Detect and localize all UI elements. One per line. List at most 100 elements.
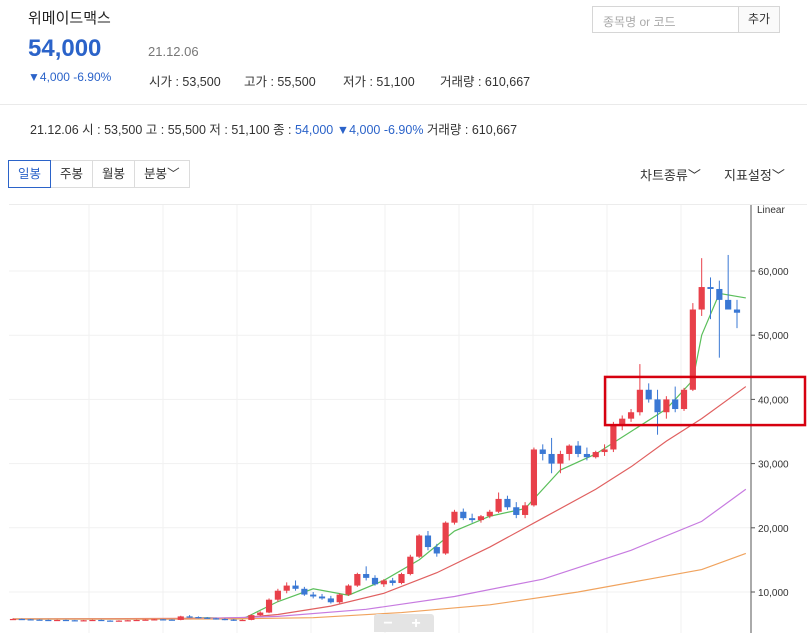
zoom-in-button[interactable]: + xyxy=(411,615,421,632)
candle-body xyxy=(733,309,741,313)
y-tick-label: 50,000 xyxy=(758,331,789,342)
candle-body xyxy=(310,594,317,597)
chart-type-menu[interactable]: 차트종류﹀ xyxy=(640,168,701,183)
candle-body xyxy=(530,449,538,506)
price-date: 21.12.06 xyxy=(148,44,199,59)
candle-body xyxy=(424,535,432,548)
candle-body xyxy=(336,594,343,603)
candle-body xyxy=(548,453,555,464)
period-tabs: 일봉 주봉 월봉 분봉﹀ xyxy=(8,160,190,188)
candle-body xyxy=(71,620,78,622)
candle-body xyxy=(601,449,608,453)
zoom-control: − + xyxy=(374,614,434,632)
candle-body xyxy=(327,598,334,603)
candle-body xyxy=(574,445,582,454)
divider xyxy=(0,104,807,105)
candle-body xyxy=(619,418,626,426)
candle-body xyxy=(283,585,290,591)
moving-average-line xyxy=(13,488,747,620)
candle-body xyxy=(248,615,255,620)
candle-body xyxy=(672,399,679,410)
candle-body xyxy=(133,619,140,622)
candle-body xyxy=(407,556,414,575)
candle-body xyxy=(177,616,184,620)
down-arrow-icon: ▼ xyxy=(28,70,40,84)
current-price: 54,000 xyxy=(28,35,102,62)
candle-body xyxy=(318,596,326,599)
candle-body xyxy=(698,287,705,310)
candle-body xyxy=(380,580,387,585)
add-button[interactable]: 추가 xyxy=(738,6,780,33)
candle-body xyxy=(433,547,440,554)
candle-body xyxy=(292,585,299,589)
candle-body xyxy=(363,574,370,578)
search-input[interactable]: 종목명 or 코드 xyxy=(592,6,739,33)
stock-name: 위메이드맥스 xyxy=(28,10,111,27)
candle-body xyxy=(654,399,661,413)
candle-body xyxy=(80,620,87,622)
change-value: 4,000 xyxy=(39,70,70,84)
ohlc-summary: 21.12.06 시 : 53,500 고 : 55,500 저 : 51,10… xyxy=(30,123,518,137)
candle-body xyxy=(45,619,52,622)
candle-body xyxy=(36,619,43,621)
candle-body xyxy=(460,511,467,519)
candle-body xyxy=(557,453,564,464)
candle-body xyxy=(371,577,379,585)
candle-body xyxy=(398,574,405,584)
tab-daily[interactable]: 일봉 xyxy=(8,160,52,188)
candle-body xyxy=(124,620,131,622)
candle-body xyxy=(636,389,643,413)
candle-body xyxy=(230,619,237,621)
candle-body xyxy=(707,287,714,289)
candle-body xyxy=(221,618,228,621)
price-chart[interactable]: Linear 60,000 50,000 40,000 30,000 20,000 10,0… xyxy=(9,204,807,633)
candle-body xyxy=(265,599,273,613)
candle-body xyxy=(89,619,96,622)
candle-body xyxy=(583,453,590,458)
candle-body xyxy=(469,518,476,521)
candlestick-chart[interactable]: Linear 60,000 50,000 40,000 30,000 20,000 10,0… xyxy=(9,205,807,633)
candle-body xyxy=(495,498,502,512)
low-stat: 저가 : 51,100 xyxy=(343,75,415,89)
candle-body xyxy=(663,399,670,413)
candle-body xyxy=(442,522,449,554)
y-tick-label: 60,000 xyxy=(758,267,789,278)
candle-body xyxy=(389,580,396,584)
candle-body xyxy=(54,619,61,622)
candle-body xyxy=(451,511,458,523)
candle-body xyxy=(416,535,423,557)
candle-body xyxy=(522,505,529,515)
tab-monthly[interactable]: 월봉 xyxy=(92,160,136,188)
open-stat: 시가 : 53,500 xyxy=(149,75,221,89)
zoom-out-button[interactable]: − xyxy=(383,615,393,632)
y-tick-label: 10,000 xyxy=(758,588,789,599)
indicator-settings-menu[interactable]: 지표설정﹀ xyxy=(724,168,785,183)
candle-body xyxy=(18,618,25,621)
tab-weekly[interactable]: 주봉 xyxy=(50,160,94,188)
highlight-box xyxy=(603,375,807,427)
y-tick-label: 40,000 xyxy=(758,395,789,406)
candle-body xyxy=(486,511,493,517)
candle-body xyxy=(212,618,220,620)
candle-body xyxy=(239,619,246,622)
candle-body xyxy=(151,619,158,621)
candle-body xyxy=(62,619,70,622)
candle-body xyxy=(301,588,308,595)
candle-body xyxy=(345,585,352,595)
candle-body xyxy=(257,612,264,616)
candle-body xyxy=(539,449,546,454)
tab-minute[interactable]: 분봉﹀ xyxy=(134,160,190,188)
candle-body xyxy=(9,618,17,621)
moving-average-line xyxy=(12,386,747,620)
candle-body xyxy=(504,498,511,508)
high-stat: 고가 : 55,500 xyxy=(244,75,316,89)
moving-average-line xyxy=(13,552,747,620)
candle-body xyxy=(168,619,176,621)
candle-body xyxy=(566,445,573,454)
candle-body xyxy=(513,507,520,515)
candle-body xyxy=(354,574,361,586)
candle-body xyxy=(160,619,167,621)
candle-body xyxy=(725,299,732,310)
chevron-down-icon: ﹀ xyxy=(167,167,180,181)
candle-body xyxy=(477,516,485,521)
